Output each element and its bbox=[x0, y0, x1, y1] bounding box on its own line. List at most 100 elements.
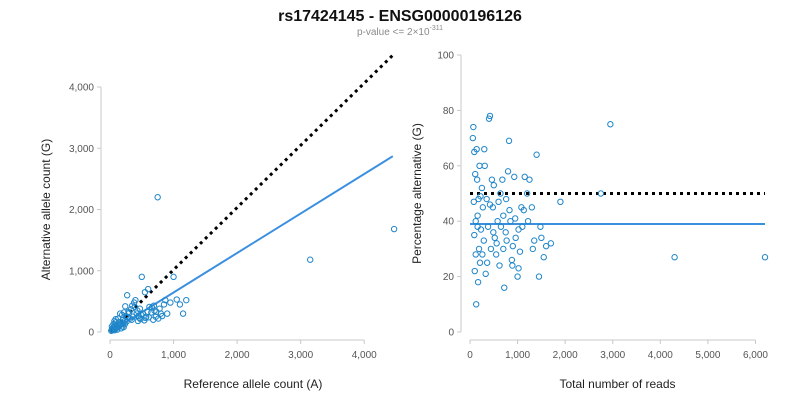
data-point bbox=[483, 195, 490, 203]
data-point bbox=[482, 270, 489, 278]
data-point bbox=[519, 223, 526, 230]
data-point bbox=[524, 218, 532, 225]
data-point bbox=[150, 302, 158, 309]
y-axis-label: Alternative allele count (G) bbox=[39, 139, 53, 280]
data-point bbox=[486, 112, 494, 120]
data-point bbox=[607, 121, 614, 128]
y-tick-label: 40 bbox=[443, 217, 455, 228]
x-tick-label: 2,000 bbox=[553, 350, 578, 361]
data-point bbox=[505, 137, 513, 145]
x-axis-label: Total number of reads bbox=[559, 377, 675, 391]
data-point bbox=[142, 314, 149, 322]
data-point bbox=[474, 278, 482, 286]
data-point bbox=[476, 162, 483, 170]
data-point bbox=[120, 323, 127, 331]
data-point bbox=[487, 245, 495, 253]
x-tick-label: 3,000 bbox=[288, 350, 313, 361]
data-point bbox=[488, 176, 496, 183]
y-axis-label: Percentage alternative (G) bbox=[410, 123, 424, 264]
data-point bbox=[493, 240, 500, 247]
data-point bbox=[470, 198, 478, 206]
data-point bbox=[533, 151, 540, 158]
data-point bbox=[158, 312, 166, 320]
data-point bbox=[497, 190, 504, 197]
data-point bbox=[474, 212, 481, 219]
data-point bbox=[134, 307, 141, 314]
data-point bbox=[129, 313, 137, 320]
data-point bbox=[528, 204, 536, 211]
data-point bbox=[141, 288, 149, 296]
data-point bbox=[179, 310, 187, 317]
data-point bbox=[511, 173, 518, 181]
y-tick-label: 60 bbox=[443, 161, 455, 172]
data-point bbox=[483, 259, 491, 266]
subtitle-exponent: -311 bbox=[430, 25, 444, 32]
data-point bbox=[523, 190, 531, 197]
data-point bbox=[478, 184, 486, 192]
data-point bbox=[136, 314, 143, 322]
data-point bbox=[492, 251, 500, 258]
data-point bbox=[390, 225, 398, 233]
x-axis-label: Reference allele count (A) bbox=[184, 377, 323, 391]
data-point bbox=[671, 254, 678, 261]
data-point bbox=[162, 296, 169, 304]
data-point bbox=[183, 296, 190, 304]
data-point bbox=[535, 273, 543, 280]
data-point bbox=[170, 273, 177, 281]
data-point bbox=[121, 320, 129, 328]
data-point bbox=[474, 223, 481, 230]
y-tick-label: 4,000 bbox=[69, 83, 94, 94]
data-point bbox=[173, 296, 180, 303]
fit-line bbox=[109, 155, 394, 333]
data-point bbox=[471, 231, 478, 239]
x-tick-label: 4,000 bbox=[648, 350, 673, 361]
data-point bbox=[495, 198, 502, 206]
data-point bbox=[526, 176, 533, 183]
x-tick-label: 4,000 bbox=[352, 350, 377, 361]
data-point bbox=[164, 310, 171, 317]
data-point bbox=[547, 240, 555, 247]
data-point bbox=[500, 212, 507, 219]
data-point bbox=[490, 181, 497, 189]
data-point bbox=[481, 162, 488, 170]
data-point bbox=[503, 237, 510, 244]
left-scatter-panel: 0 1,000 2,000 3,000 4,000 0 1,000 2,000 3,000 4,0… bbox=[39, 54, 398, 391]
data-point bbox=[540, 254, 547, 261]
data-point bbox=[128, 316, 135, 323]
chart-subtitle: p-value <= 2×10-311 bbox=[357, 25, 443, 38]
data-point bbox=[148, 304, 156, 311]
data-point bbox=[508, 256, 516, 264]
data-point bbox=[490, 229, 497, 236]
y-tick-label: 100 bbox=[437, 51, 454, 62]
chart-title: rs17424145 - ENSG00000196126 bbox=[278, 8, 522, 25]
data-point bbox=[479, 251, 486, 258]
data-point bbox=[307, 256, 314, 263]
y-tick-label: 80 bbox=[443, 106, 455, 117]
data-point bbox=[537, 223, 544, 230]
data-point bbox=[485, 115, 493, 122]
data-point bbox=[486, 201, 494, 208]
data-point bbox=[167, 299, 174, 306]
data-point bbox=[472, 251, 479, 258]
x-tick-label: 5,000 bbox=[695, 350, 720, 361]
data-point bbox=[132, 296, 139, 304]
data-point bbox=[520, 206, 527, 214]
data-point bbox=[516, 248, 524, 255]
data-point bbox=[494, 218, 501, 225]
right-scatter-panel: 0 1,000 2,000 3,000 4,000 5,000 6,000 0 20 40 60 80… bbox=[410, 51, 768, 392]
x-tick-label: 2,000 bbox=[225, 350, 250, 361]
x-tick-label: 0 bbox=[467, 350, 473, 361]
x-tick-label: 0 bbox=[107, 350, 113, 361]
data-point bbox=[153, 308, 160, 315]
x-tick-label: 1,000 bbox=[161, 350, 186, 361]
subtitle-prefix: p-value <= 2×10 bbox=[357, 27, 430, 38]
data-point bbox=[111, 326, 118, 334]
data-point bbox=[476, 259, 484, 266]
y-tick-label: 20 bbox=[443, 272, 455, 283]
data-point bbox=[506, 206, 513, 214]
data-point bbox=[115, 320, 122, 327]
data-point bbox=[120, 309, 128, 316]
data-point bbox=[761, 254, 769, 261]
data-point bbox=[557, 198, 564, 206]
data-point bbox=[472, 170, 479, 178]
